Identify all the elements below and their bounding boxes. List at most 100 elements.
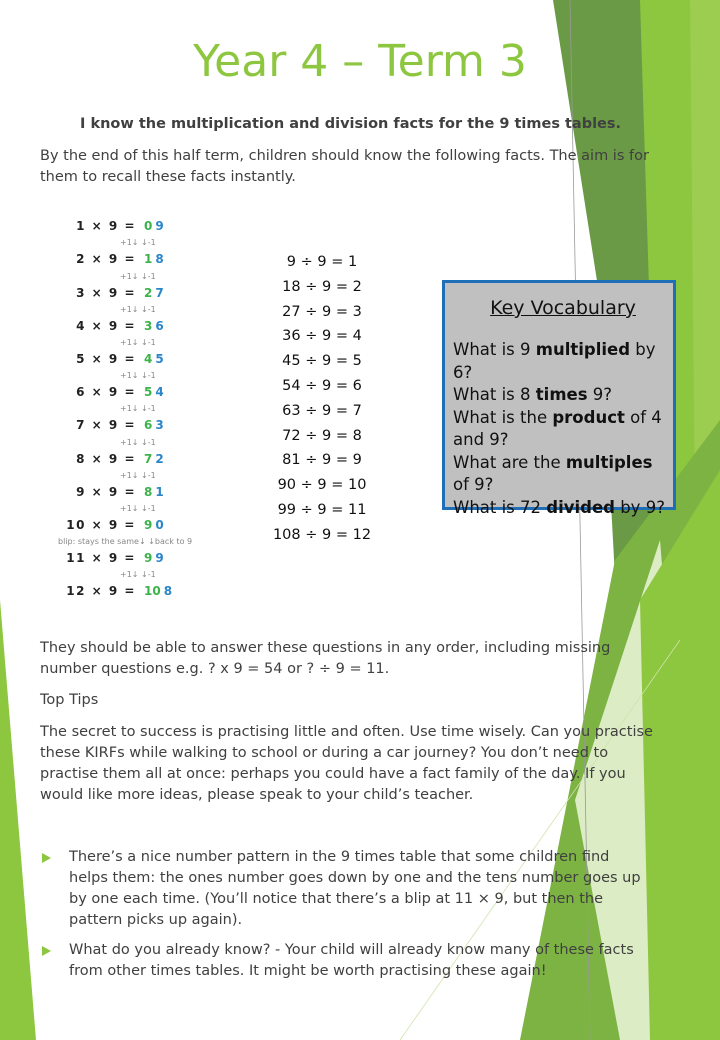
multiplication-row: 12 × 9 = 10 8 bbox=[58, 583, 228, 600]
multiplication-row: 5 × 9 = 4 5 bbox=[58, 351, 228, 368]
equation: 4 × 9 = bbox=[76, 318, 136, 333]
equation: 6 × 9 = bbox=[76, 385, 136, 400]
equation: 10 × 9 = bbox=[66, 517, 136, 532]
question-text: What is 9 bbox=[453, 340, 536, 359]
tens-digit: 3 bbox=[144, 318, 153, 333]
equation: 2 × 9 = bbox=[76, 252, 136, 267]
top-tips-text: The secret to success is practising litt… bbox=[40, 724, 653, 803]
multiplication-table: 1 × 9 = 0 9 +1↓ ↓-1 2 × 9 = 1 8 +1↓ ↓-1 3 × 9 = 2… bbox=[58, 218, 228, 600]
division-fact: 18 ÷ 9 = 2 bbox=[282, 278, 362, 295]
key-vocabulary-box: Key Vocabulary What is 9 multiplied by 6… bbox=[442, 280, 676, 517]
ones-digit: 4 bbox=[155, 385, 164, 400]
vocabulary-question: What is 9 multiplied by 6? bbox=[453, 339, 673, 384]
multiplication-row: 11 × 9 = 9 9 bbox=[58, 550, 228, 567]
step-annotation: +1↓ ↓-1 bbox=[120, 271, 156, 281]
vocabulary-question: What is the product of 4 and 9? bbox=[453, 407, 673, 452]
division-fact: 108 ÷ 9 = 12 bbox=[272, 526, 372, 543]
questions-text: They should be able to answer these ques… bbox=[40, 640, 611, 677]
tens-digit: 1 bbox=[144, 252, 153, 267]
step-annotation: +1↓ ↓-1 bbox=[120, 371, 156, 381]
vocabulary-term: multiplied bbox=[535, 340, 631, 359]
step-annotation: +1↓ ↓-1 bbox=[120, 570, 156, 580]
step-annotation: +1↓ ↓-1 bbox=[120, 238, 156, 248]
question-text: by 9? bbox=[614, 497, 665, 517]
step-annotation: +1↓ ↓-1 bbox=[120, 404, 156, 414]
multiplication-row: 2 × 9 = 1 8 bbox=[58, 251, 228, 268]
division-fact: 72 ÷ 9 = 8 bbox=[282, 427, 362, 444]
question-text: What is the bbox=[453, 407, 553, 427]
division-fact: 99 ÷ 9 = 11 bbox=[277, 501, 367, 518]
ones-digit: 6 bbox=[155, 318, 164, 333]
division-fact: 81 ÷ 9 = 9 bbox=[282, 452, 362, 469]
equation: 12 × 9 = bbox=[66, 584, 136, 599]
division-fact: 45 ÷ 9 = 5 bbox=[282, 353, 362, 370]
vocabulary-term: multiples bbox=[565, 452, 653, 472]
multiplication-row: 7 × 9 = 6 3 bbox=[58, 417, 228, 434]
multiplication-row: 4 × 9 = 3 6 bbox=[58, 318, 228, 335]
question-text: What are the bbox=[453, 452, 566, 472]
bullet-text: What do you already know? - Your child w… bbox=[69, 942, 634, 979]
question-text: of 9? bbox=[453, 475, 494, 494]
learning-objective: I know the multiplication and division f… bbox=[80, 116, 622, 132]
vocabulary-question: What is 8 times 9? bbox=[453, 384, 673, 407]
vocabulary-question: What are the multiples of 9? bbox=[453, 452, 673, 497]
tens-digit: 9 bbox=[144, 551, 153, 566]
bullet-item: What do you already know? - Your child w… bbox=[40, 940, 652, 982]
step-annotation: +1↓ ↓-1 bbox=[120, 503, 156, 513]
tens-digit: 7 bbox=[144, 451, 153, 466]
ones-digit: 1 bbox=[155, 484, 164, 499]
bullet-arrow-icon bbox=[42, 853, 51, 863]
ones-digit: 2 bbox=[155, 451, 164, 466]
multiplication-row: 10 × 9 = 9 0 bbox=[58, 517, 228, 534]
multiplication-row: 8 × 9 = 7 2 bbox=[58, 450, 228, 467]
division-fact: 36 ÷ 9 = 4 bbox=[282, 328, 362, 345]
division-fact: 54 ÷ 9 = 6 bbox=[282, 377, 362, 394]
ones-digit: 8 bbox=[155, 252, 164, 267]
top-tips-heading: Top Tips bbox=[40, 692, 99, 708]
step-annotation: +1↓ ↓-1 bbox=[120, 470, 156, 480]
ones-digit: 8 bbox=[163, 584, 173, 599]
key-vocabulary-heading: Key Vocabulary bbox=[490, 297, 636, 319]
ones-digit: 7 bbox=[155, 285, 164, 300]
step-annotation: +1↓ ↓-1 bbox=[120, 304, 156, 314]
division-fact: 9 ÷ 9 = 1 bbox=[286, 254, 358, 270]
multiplication-row: 9 × 9 = 8 1 bbox=[58, 484, 228, 501]
vocabulary-term: product bbox=[552, 407, 625, 427]
ones-digit: 5 bbox=[155, 352, 164, 367]
intro-text: By the end of this half term, children s… bbox=[40, 148, 649, 185]
division-fact: 27 ÷ 9 = 3 bbox=[282, 303, 362, 320]
ones-digit: 9 bbox=[155, 219, 164, 234]
step-annotation: +1↓ ↓-1 bbox=[120, 337, 156, 347]
vocabulary-term: times bbox=[535, 385, 588, 404]
multiplication-row: 1 × 9 = 0 9 bbox=[58, 218, 228, 235]
tens-digit: 2 bbox=[144, 285, 153, 300]
equation: 9 × 9 = bbox=[76, 484, 136, 499]
question-text: of 4 and 9? bbox=[453, 407, 662, 450]
bullet-text: There’s a nice number pattern in the 9 t… bbox=[69, 849, 641, 928]
question-text: 9? bbox=[587, 385, 613, 404]
question-text: by 6? bbox=[453, 340, 656, 382]
equation: 3 × 9 = bbox=[76, 285, 136, 300]
bullet-arrow-icon bbox=[42, 946, 51, 956]
equation: 8 × 9 = bbox=[76, 451, 136, 466]
vocabulary-term: divided bbox=[546, 497, 615, 517]
tens-digit: 10 bbox=[144, 584, 161, 599]
equation: 5 × 9 = bbox=[76, 352, 136, 367]
tens-digit: 8 bbox=[144, 484, 153, 499]
equation: 7 × 9 = bbox=[76, 418, 136, 433]
equation: 1 × 9 = bbox=[76, 219, 136, 234]
blip-annotation: blip: stays the same↓ ↓back to 9 bbox=[58, 537, 193, 547]
tens-digit: 0 bbox=[144, 219, 153, 234]
division-facts: 9 ÷ 9 = 1 18 ÷ 9 = 2 27 ÷ 9 = 3 36 ÷ 9 = 4 4… bbox=[262, 250, 382, 548]
ones-digit: 3 bbox=[155, 418, 164, 433]
ones-digit: 9 bbox=[155, 551, 164, 566]
step-annotation: +1↓ ↓-1 bbox=[120, 437, 156, 447]
page-title: Year 4 – Term 3 bbox=[193, 36, 527, 87]
vocabulary-question: What is 72 divided by 9? bbox=[453, 497, 673, 520]
tens-digit: 9 bbox=[144, 517, 153, 532]
question-text: What is 72 bbox=[453, 497, 547, 517]
bullet-list: There’s a nice number pattern in the 9 t… bbox=[40, 847, 652, 991]
tens-digit: 5 bbox=[144, 385, 153, 400]
multiplication-row: 6 × 9 = 5 4 bbox=[58, 384, 228, 401]
